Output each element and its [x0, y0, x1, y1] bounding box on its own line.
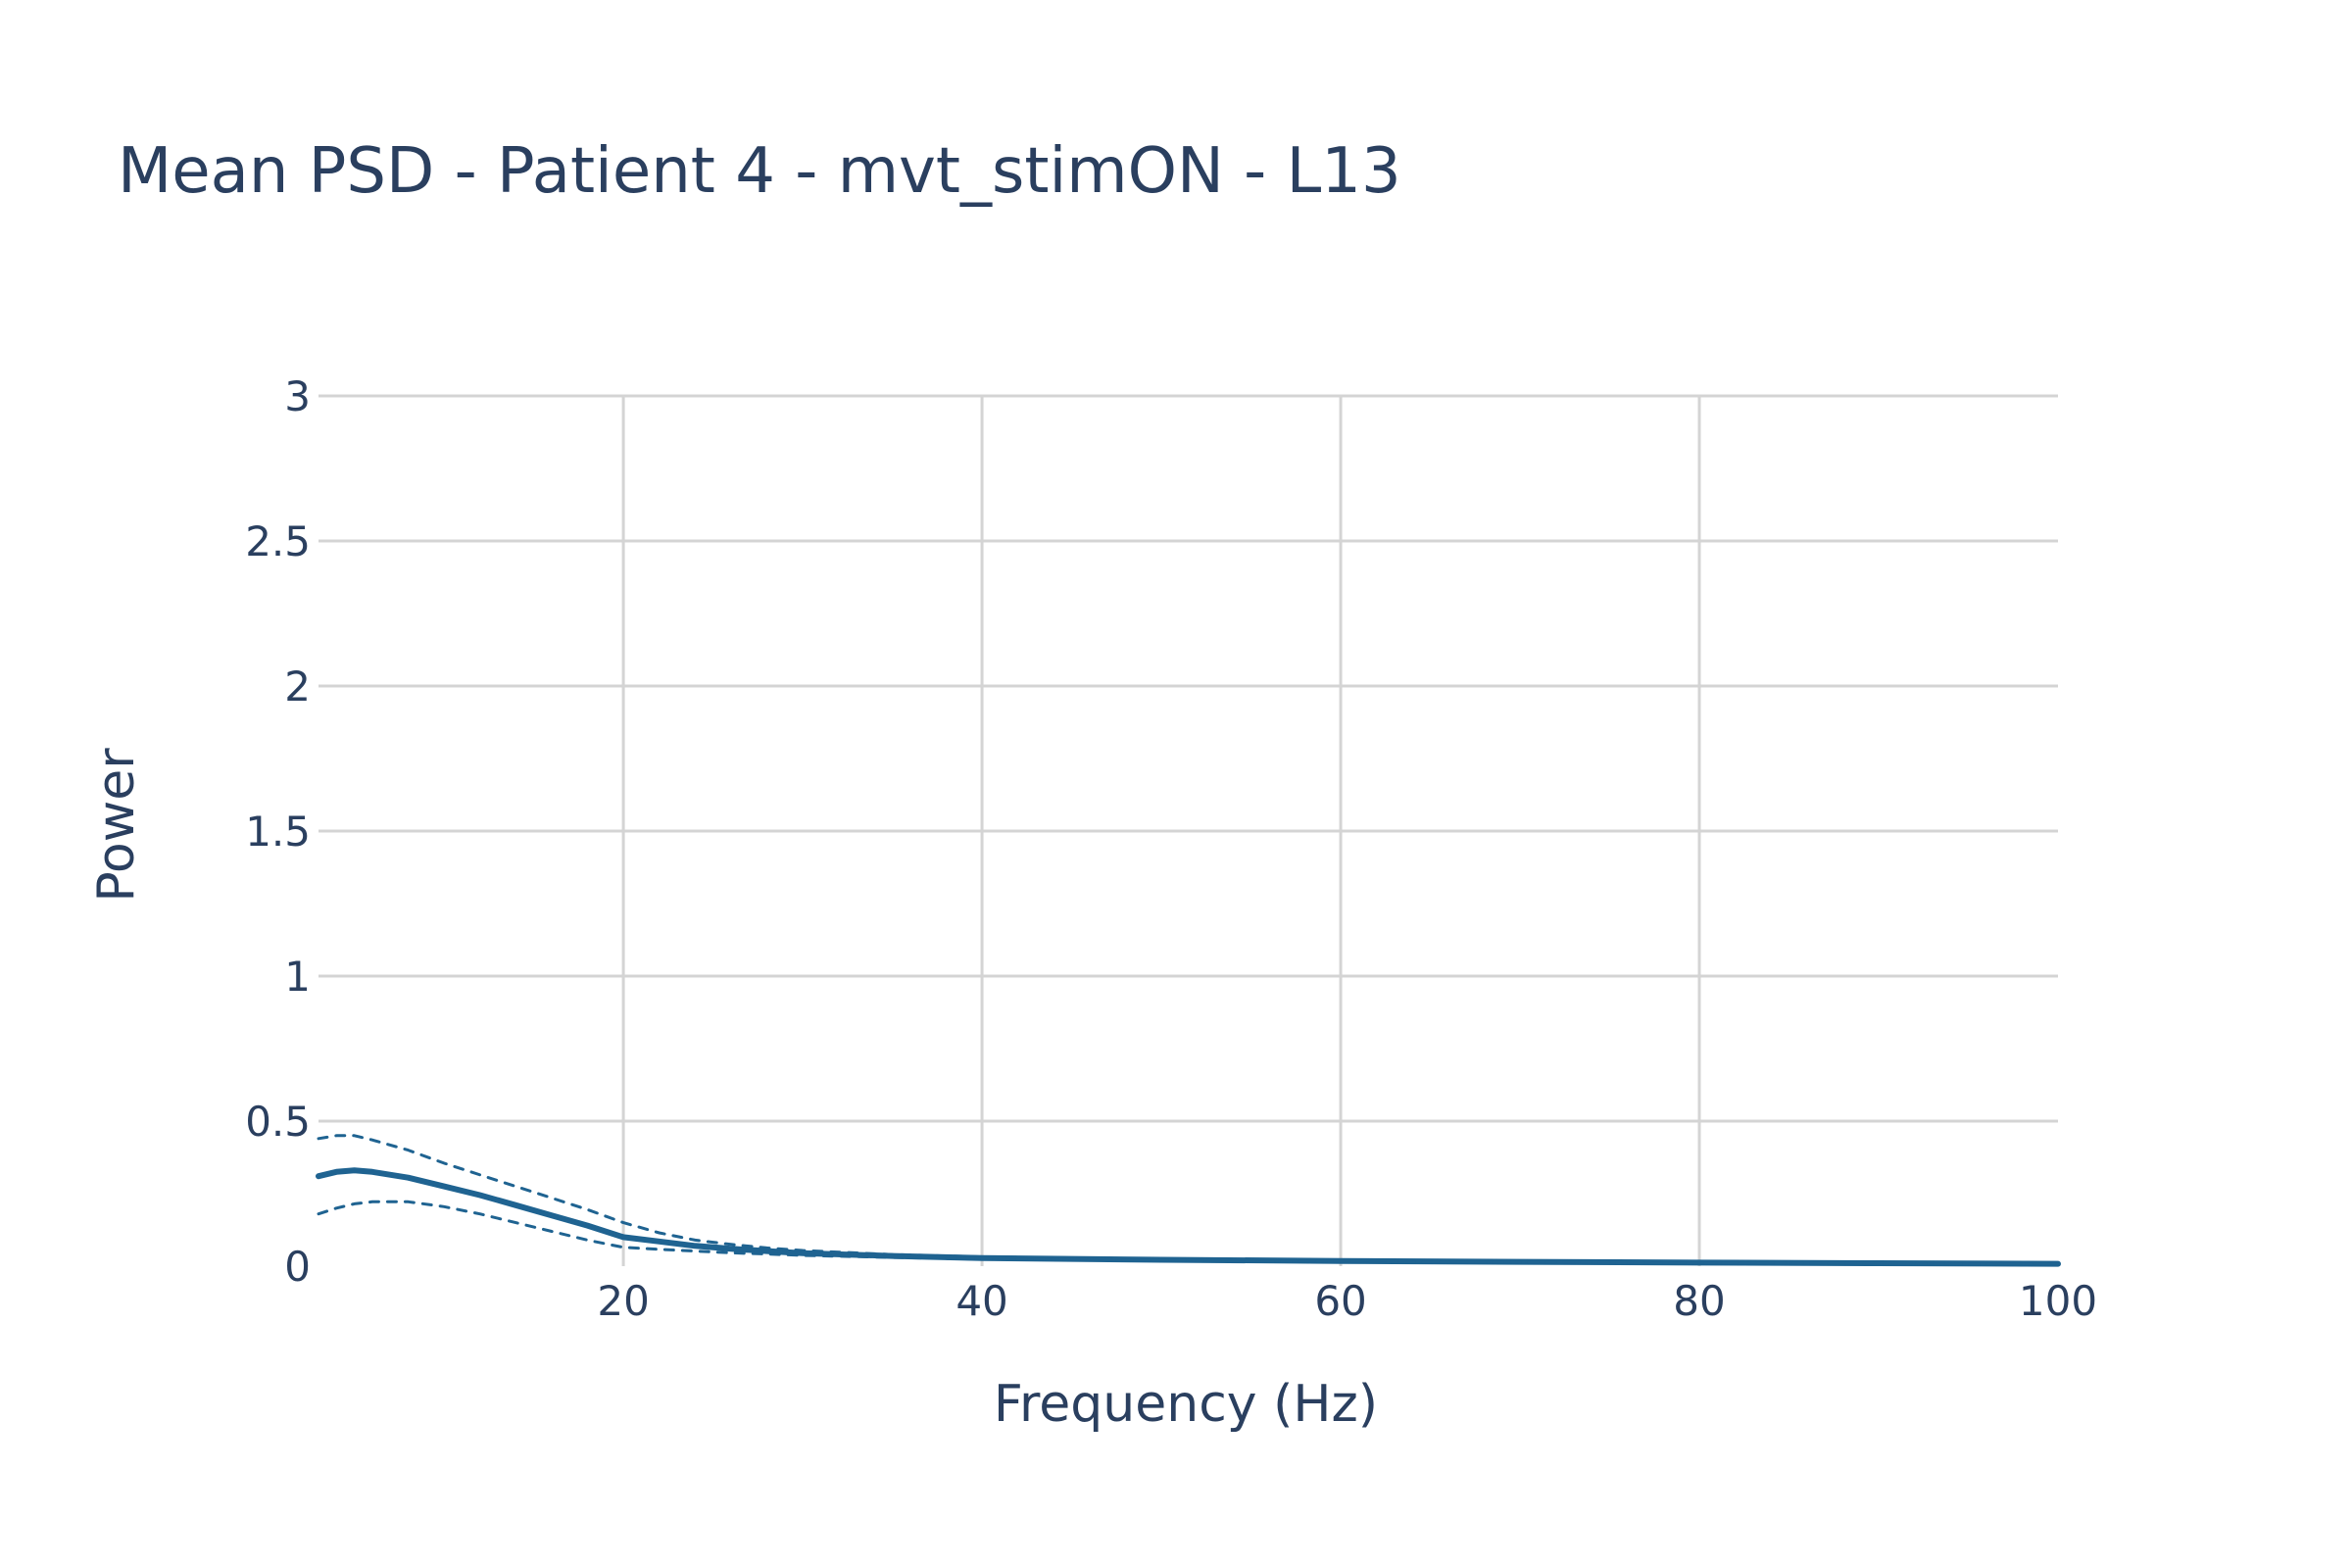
y-tick-label: 0.5: [245, 1098, 311, 1146]
x-axis-title: Frequency (Hz): [994, 1375, 1378, 1434]
upper-psd-line: [317, 1134, 2060, 1265]
y-tick-label: 0: [284, 1243, 311, 1291]
mean-psd-line: [316, 1167, 2061, 1267]
y-tick-label: 2.5: [245, 517, 311, 565]
x-axis-tick-labels: 20 40 60 80 100: [597, 1277, 2097, 1325]
x-tick-label: 60: [1314, 1277, 1366, 1325]
x-tick-label: 40: [956, 1277, 1007, 1325]
x-tick-label: 20: [597, 1277, 649, 1325]
x-tick-label: 80: [1673, 1277, 1725, 1325]
lower-psd-line: [317, 1200, 2060, 1266]
y-tick-label: 3: [284, 372, 311, 420]
x-tick-label: 100: [2019, 1277, 2097, 1325]
y-tick-label: 1: [284, 953, 311, 1001]
y-axis-tick-labels: 0 0.5 1 1.5 2 2.5 3: [245, 372, 311, 1291]
y-tick-label: 1.5: [245, 808, 311, 856]
y-tick-label: 2: [284, 662, 311, 710]
y-axis-title: Power: [87, 748, 146, 903]
grid-lines: [318, 394, 2058, 1266]
series-lines: [316, 1134, 2061, 1267]
chart-title: Mean PSD - Patient 4 - mvt_stimON - L13: [118, 135, 1401, 208]
